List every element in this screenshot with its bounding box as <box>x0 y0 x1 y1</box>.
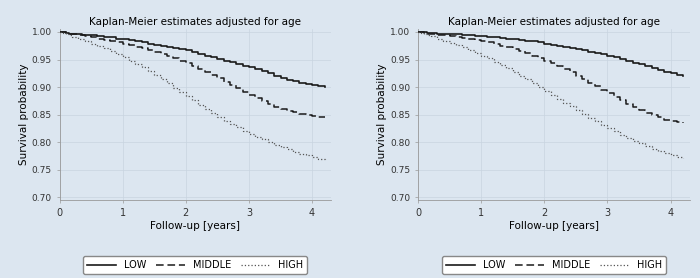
Title: Kaplan-Meier estimates adjusted for age: Kaplan-Meier estimates adjusted for age <box>90 17 301 27</box>
Legend: LOW, MIDDLE, HIGH: LOW, MIDDLE, HIGH <box>442 256 666 274</box>
Legend: LOW, MIDDLE, HIGH: LOW, MIDDLE, HIGH <box>83 256 307 274</box>
Y-axis label: Survival probability: Survival probability <box>19 64 29 165</box>
Title: Kaplan-Meier estimates adjusted for age: Kaplan-Meier estimates adjusted for age <box>448 17 659 27</box>
X-axis label: Follow-up [years]: Follow-up [years] <box>150 220 240 230</box>
Y-axis label: Survival probability: Survival probability <box>377 64 387 165</box>
X-axis label: Follow-up [years]: Follow-up [years] <box>509 220 598 230</box>
